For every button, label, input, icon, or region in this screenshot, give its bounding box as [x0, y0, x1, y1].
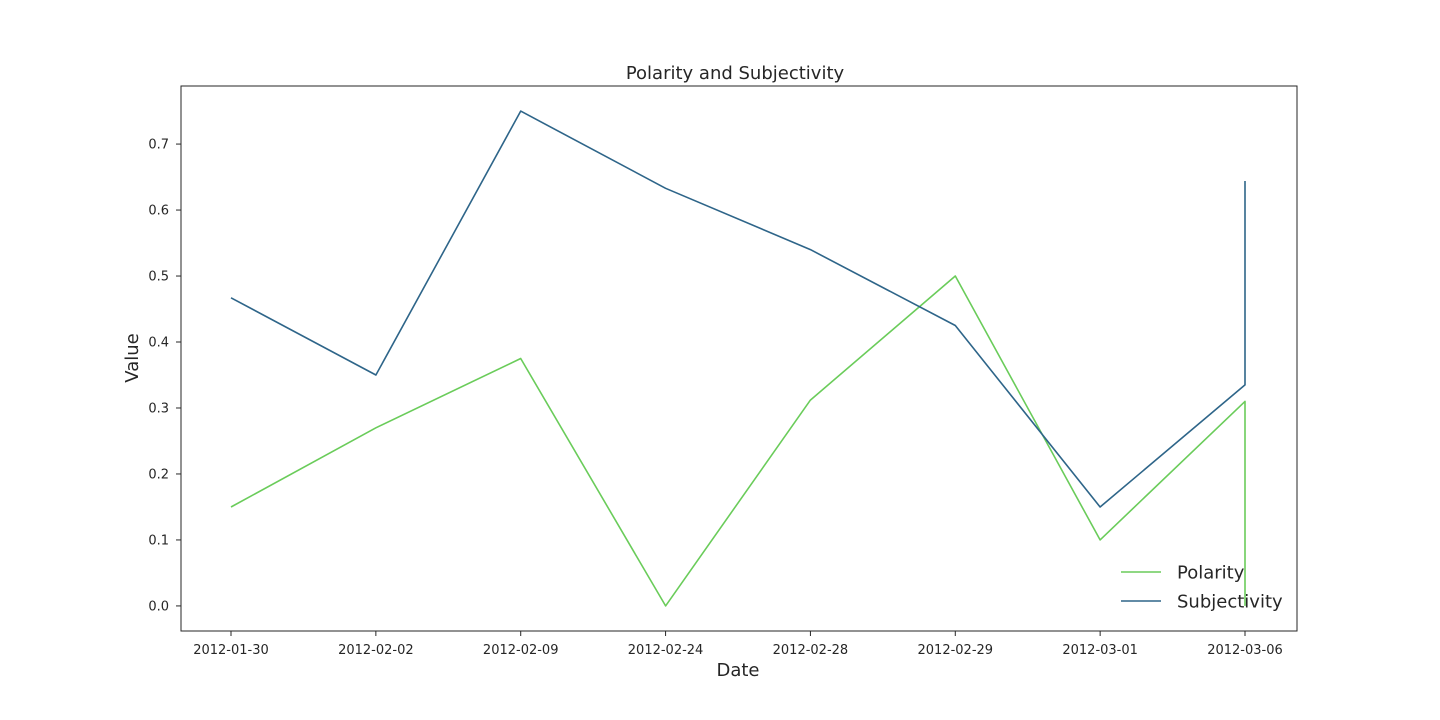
- x-tick-label: 2012-01-30: [193, 643, 269, 658]
- x-tick-label: 2012-02-28: [773, 643, 849, 658]
- chart-title: Polarity and Subjectivity: [626, 63, 845, 84]
- y-axis-label: Value: [122, 333, 143, 382]
- y-axis: 0.0 0.1 0.2 0.3 0.4 0.5 0.6 0.7: [148, 138, 181, 614]
- legend: Polarity Subjectivity: [1121, 563, 1283, 613]
- y-tick-label: 0.2: [148, 467, 169, 482]
- y-tick-label: 0.3: [148, 401, 169, 416]
- x-axis: 2012-01-30 2012-02-02 2012-02-09 2012-02-24…: [193, 631, 1283, 658]
- y-tick-label: 0.1: [148, 533, 169, 548]
- x-axis-label: Date: [716, 660, 759, 681]
- y-tick-label: 0.5: [148, 270, 169, 285]
- series-line-polarity: [230, 275, 1246, 607]
- x-tick-label: 2012-03-01: [1062, 643, 1138, 658]
- x-tick-label: 2012-02-02: [338, 643, 414, 658]
- y-tick-label: 0.6: [148, 204, 169, 219]
- series-line-subjectivity: [230, 110, 1246, 508]
- x-tick-label: 2012-02-29: [918, 643, 994, 658]
- legend-label-subjectivity: Subjectivity: [1177, 592, 1283, 613]
- y-tick-label: 0.0: [148, 599, 169, 614]
- x-tick-label: 2012-02-09: [483, 643, 559, 658]
- legend-label-polarity: Polarity: [1177, 563, 1245, 584]
- y-tick-label: 0.7: [148, 138, 169, 153]
- x-tick-label: 2012-02-24: [628, 643, 704, 658]
- y-tick-label: 0.4: [148, 336, 169, 351]
- x-tick-label: 2012-03-06: [1207, 643, 1283, 658]
- plot-frame: [180, 85, 1298, 632]
- plot-lines: [230, 110, 1246, 607]
